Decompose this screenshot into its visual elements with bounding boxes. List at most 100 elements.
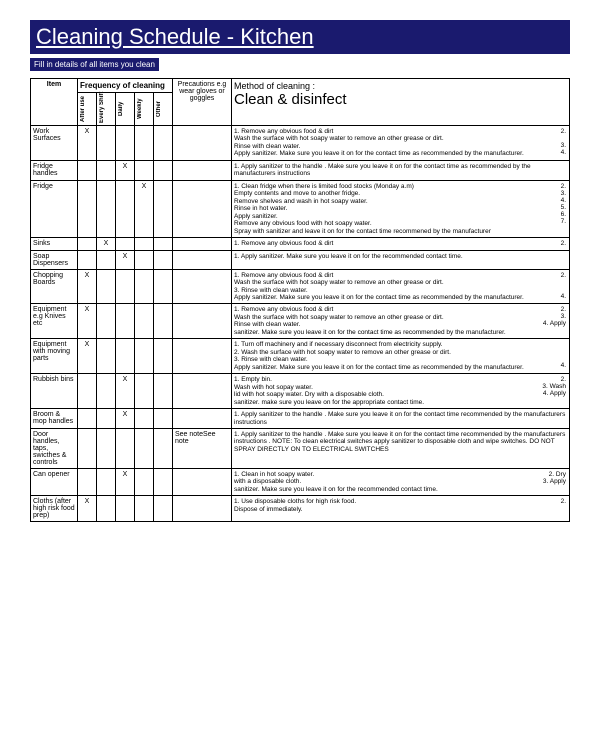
freq-every-shift: Every Shift (99, 95, 105, 123)
freq-cell (78, 160, 97, 180)
freq-cell (135, 339, 154, 374)
method-cell: 1. Apply sanitizer to the handle . Make … (232, 409, 570, 429)
freq-cell: X (116, 250, 135, 269)
item-cell: Cloths (after high risk food prep) (31, 496, 78, 522)
freq-cell: X (116, 160, 135, 180)
freq-cell: X (78, 496, 97, 522)
method-cell: 1. Remove any obvious food & dirt Wash t… (232, 269, 570, 304)
freq-cell (97, 160, 116, 180)
freq-cell (135, 126, 154, 161)
freq-cell: X (116, 469, 135, 496)
freq-weekly: Weekly (137, 95, 143, 123)
freq-cell (154, 409, 173, 429)
freq-cell (154, 126, 173, 161)
method-cell: 1. Empty bin. Wash with hot sopay water.… (232, 374, 570, 409)
table-row: Work SurfacesX1. Remove any obvious food… (31, 126, 570, 161)
freq-cell: X (116, 374, 135, 409)
freq-cell (97, 126, 116, 161)
item-cell: Can opener (31, 469, 78, 496)
freq-cell (97, 339, 116, 374)
page-subtitle: Fill in details of all items you clean (30, 58, 159, 71)
precautions-cell (173, 374, 232, 409)
item-cell: Equipment e.g Knives etc (31, 304, 78, 339)
freq-cell (78, 238, 97, 250)
method-cell: 1. Use disposable cloths for high risk f… (232, 496, 570, 522)
precautions-cell (173, 160, 232, 180)
freq-cell (116, 496, 135, 522)
item-cell: Door handles, taps, swicthes & controls (31, 429, 78, 469)
method-cell: 1. Remove any obvious food & dirt Wash t… (232, 304, 570, 339)
freq-cell (154, 269, 173, 304)
freq-cell (97, 409, 116, 429)
item-cell: Soap Dispensers (31, 250, 78, 269)
table-row: Cloths (after high risk food prep)X 1. Us… (31, 496, 570, 522)
method-cell: 1. Remove any obvious food & dirt2. (232, 238, 570, 250)
freq-after-use: After use (80, 95, 86, 123)
freq-cell (97, 469, 116, 496)
freq-cell (135, 304, 154, 339)
freq-cell (154, 496, 173, 522)
freq-cell: X (78, 269, 97, 304)
freq-cell (78, 180, 97, 237)
col-precautions: Precautions e.g wear gloves or goggles (173, 79, 232, 126)
step-number: 4. Apply (543, 390, 566, 397)
step-number: 2. (561, 240, 566, 247)
precautions-cell (173, 238, 232, 250)
step-number: 2. (561, 128, 566, 135)
step-number: 4. (561, 149, 566, 156)
freq-cell: X (116, 409, 135, 429)
step-number: 4. (561, 293, 566, 300)
table-row: Soap DispensersX1. Apply sanitizer. Make… (31, 250, 570, 269)
freq-cell (135, 469, 154, 496)
schedule-table: Item Frequency of cleaning Precautions e… (30, 78, 570, 522)
freq-cell (135, 409, 154, 429)
freq-cell (97, 429, 116, 469)
freq-cell (135, 238, 154, 250)
table-row: SinksX1. Remove any obvious food & dirt2… (31, 238, 570, 250)
method-title: Method of cleaning : (234, 81, 567, 91)
freq-cell (154, 339, 173, 374)
freq-cell (78, 469, 97, 496)
freq-cell (116, 304, 135, 339)
step-number: 7. (561, 218, 566, 225)
col-method: Method of cleaning : Clean & disinfect (232, 79, 570, 126)
freq-cell (97, 269, 116, 304)
precautions-cell (173, 339, 232, 374)
freq-cell (97, 496, 116, 522)
item-cell: Work Surfaces (31, 126, 78, 161)
precautions-cell: See noteSee note (173, 429, 232, 469)
item-cell: Broom & mop handles (31, 409, 78, 429)
freq-cell (97, 374, 116, 409)
freq-cell (116, 269, 135, 304)
freq-cell (154, 180, 173, 237)
freq-cell: X (135, 180, 154, 237)
precautions-cell (173, 496, 232, 522)
table-row: Equipment with moving partsX1. Turn off … (31, 339, 570, 374)
freq-cell (154, 238, 173, 250)
item-cell: Equipment with moving parts (31, 339, 78, 374)
table-row: Equipment e.g Knives etcX1. Remove any o… (31, 304, 570, 339)
method-sub: Clean & disinfect (234, 91, 567, 108)
table-row: Broom & mop handles X 1. Apply sanitizer t… (31, 409, 570, 429)
table-row: Chopping BoardsX 1. Remove any obvious fo… (31, 269, 570, 304)
freq-cell (116, 339, 135, 374)
freq-cell (78, 250, 97, 269)
precautions-cell (173, 304, 232, 339)
freq-cell (135, 160, 154, 180)
freq-cell (116, 429, 135, 469)
step-number: 3. Apply (543, 478, 566, 485)
freq-daily: Daily (118, 95, 124, 123)
step-number: 4. (561, 362, 566, 369)
step-number: 2. (561, 272, 566, 279)
table-row: Door handles, taps, swicthes & controls S… (31, 429, 570, 469)
freq-cell (154, 250, 173, 269)
item-cell: Fridge (31, 180, 78, 237)
freq-cell (78, 374, 97, 409)
method-cell: 1. Clean fridge when there is limited fo… (232, 180, 570, 237)
freq-cell (154, 304, 173, 339)
method-cell: 1. Apply sanitizer to the handle . Make … (232, 429, 570, 469)
step-number: 4. Apply (543, 320, 566, 327)
item-cell: Chopping Boards (31, 269, 78, 304)
method-cell: 1. Remove any obvious food & dirt Wash t… (232, 126, 570, 161)
precautions-cell (173, 126, 232, 161)
